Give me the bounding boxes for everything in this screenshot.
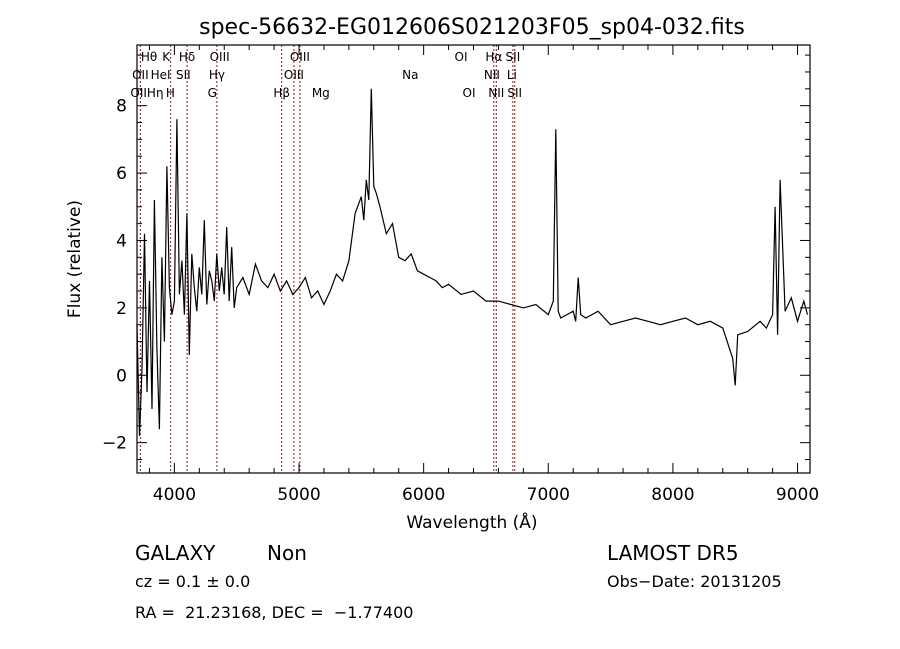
line-label: Hα <box>485 50 502 64</box>
spectrum-chart: spec-56632-EG012606S021203F05_sp04-032.f… <box>65 15 819 533</box>
x-axis-label: Wavelength (Å) <box>406 511 537 533</box>
line-label: Li <box>507 68 517 82</box>
line-label: NII <box>484 68 500 82</box>
line-label: G <box>208 86 217 100</box>
emission-line-markers <box>139 45 516 473</box>
x-tick-label: 7000 <box>527 485 570 505</box>
y-tick-label: 8 <box>116 97 127 117</box>
line-label: Na <box>402 68 418 82</box>
line-label: OIII <box>290 50 310 64</box>
line-label: Hθ <box>141 50 157 64</box>
y-axis-label: Flux (relative) <box>65 200 85 318</box>
line-label: OII <box>132 68 149 82</box>
x-tick-label: 5000 <box>277 485 320 505</box>
x-tick-label: 6000 <box>402 485 445 505</box>
object-subclass: Non <box>267 541 307 565</box>
line-label: SII <box>506 50 521 64</box>
line-label: SII <box>507 86 522 100</box>
line-label: OI <box>463 86 476 100</box>
line-label: OIII <box>210 50 230 64</box>
line-label: OI <box>455 50 468 64</box>
coordinates-text: RA = 21.23168, DEC = −1.77400 <box>135 603 414 622</box>
line-label: HeI <box>151 68 171 82</box>
axes: 4000 5000 6000 7000 8000 9000 −2 0 2 4 6 8 <box>102 45 819 505</box>
line-label: OIIHη <box>130 86 163 100</box>
line-label: NII <box>488 86 504 100</box>
line-label: OIII <box>284 68 304 82</box>
line-label: Mg <box>312 86 330 100</box>
observation-date: Obs−Date: 20131205 <box>607 572 782 591</box>
x-tick-label: 4000 <box>153 485 196 505</box>
line-label: H <box>166 86 175 100</box>
y-tick-label: 6 <box>116 164 127 184</box>
y-tick-label: 4 <box>116 231 127 251</box>
y-tick-label: −2 <box>102 434 127 454</box>
x-tick-label: 8000 <box>651 485 694 505</box>
y-tick-label: 0 <box>116 366 127 386</box>
line-label: K <box>162 50 171 64</box>
object-class: GALAXY <box>135 541 216 565</box>
x-tick-label: 9000 <box>776 485 819 505</box>
survey-label: LAMOST DR5 <box>607 541 739 565</box>
emission-line-labels: Hθ K Hδ OIII OIII OI Hα SII OII HeI SII Hγ OIII Na NII… <box>130 50 522 100</box>
plot-frame <box>136 44 811 474</box>
line-label: Hβ <box>273 86 290 100</box>
spectrum-series-line <box>136 88 809 436</box>
line-label: Hγ <box>209 68 225 82</box>
redshift-text: cz = 0.1 ± 0.0 <box>135 572 251 591</box>
line-label: Hδ <box>179 50 195 64</box>
chart-title: spec-56632-EG012606S021203F05_sp04-032.f… <box>199 15 745 40</box>
line-label: SII <box>176 68 191 82</box>
y-tick-label: 2 <box>116 299 127 319</box>
